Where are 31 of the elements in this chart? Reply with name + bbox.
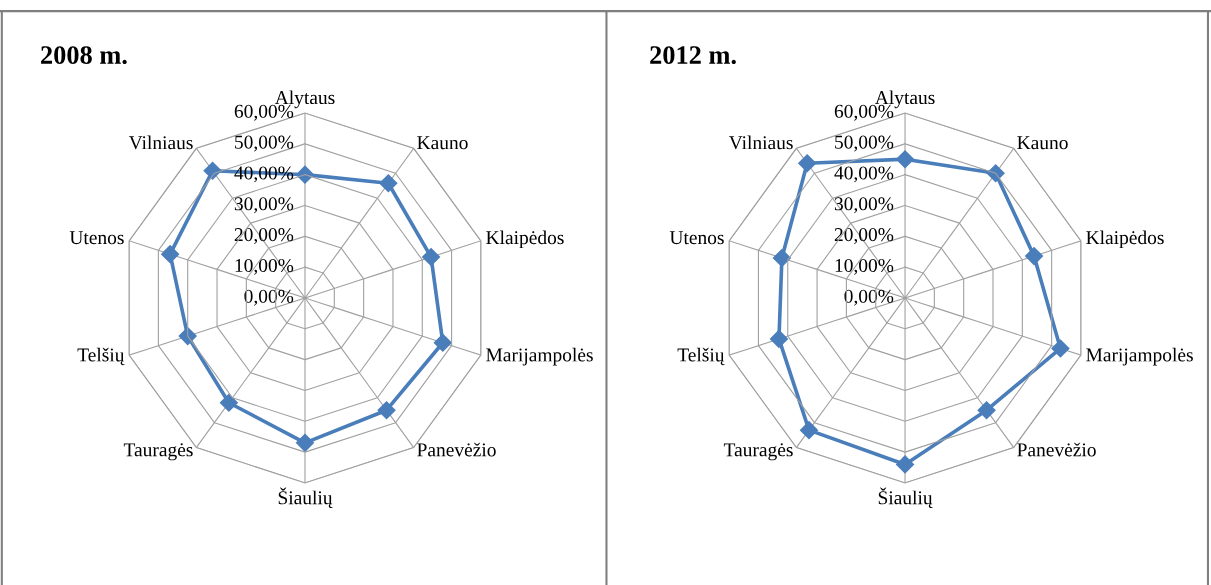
spoke-label: Marijampolės bbox=[1086, 347, 1193, 366]
spoke-label: Šiaulių bbox=[878, 487, 933, 508]
y-tick-label: 20,00% bbox=[234, 228, 294, 244]
spoke-label: Tauragės bbox=[123, 443, 193, 461]
y-tick-label: 0,00% bbox=[244, 289, 294, 306]
y-tick-label: 20,00% bbox=[834, 228, 894, 244]
y-tick-label: 40,00% bbox=[834, 166, 894, 183]
spoke-label: Marijampolės bbox=[486, 347, 593, 366]
y-tick-label: 30,00% bbox=[234, 197, 294, 214]
y-tick-label: 50,00% bbox=[835, 135, 894, 152]
spoke-label: Panevėžio bbox=[1017, 442, 1096, 457]
y-tick-label: 0,00% bbox=[844, 289, 894, 306]
spoke-label: Utenos bbox=[69, 231, 124, 245]
spoke-label: Vilniaus bbox=[128, 135, 193, 150]
spoke-label: Kauno bbox=[417, 136, 468, 150]
chart-title: 2008 m. bbox=[41, 46, 127, 65]
spoke-label: Telšių bbox=[677, 347, 725, 366]
spoke-label: Šiaulių bbox=[278, 487, 333, 508]
y-tick-label: 50,00% bbox=[235, 135, 294, 152]
y-tick-label: 10,00% bbox=[835, 258, 894, 275]
spoke-label: Klaipėdos bbox=[1086, 230, 1164, 249]
chart-title: 2012 m. bbox=[650, 46, 736, 65]
spoke-label: Vilniaus bbox=[728, 135, 793, 150]
spoke-label: Panevėžio bbox=[417, 442, 496, 457]
spoke-label: Tauragės bbox=[723, 443, 793, 461]
spoke-label: Utenos bbox=[669, 231, 724, 245]
y-tick-label: 30,00% bbox=[834, 197, 894, 214]
spoke-label: Telšių bbox=[77, 347, 125, 366]
y-tick-label: 10,00% bbox=[235, 258, 294, 275]
spoke-label: Kauno bbox=[1017, 136, 1068, 150]
spoke-label: Klaipėdos bbox=[486, 230, 564, 249]
